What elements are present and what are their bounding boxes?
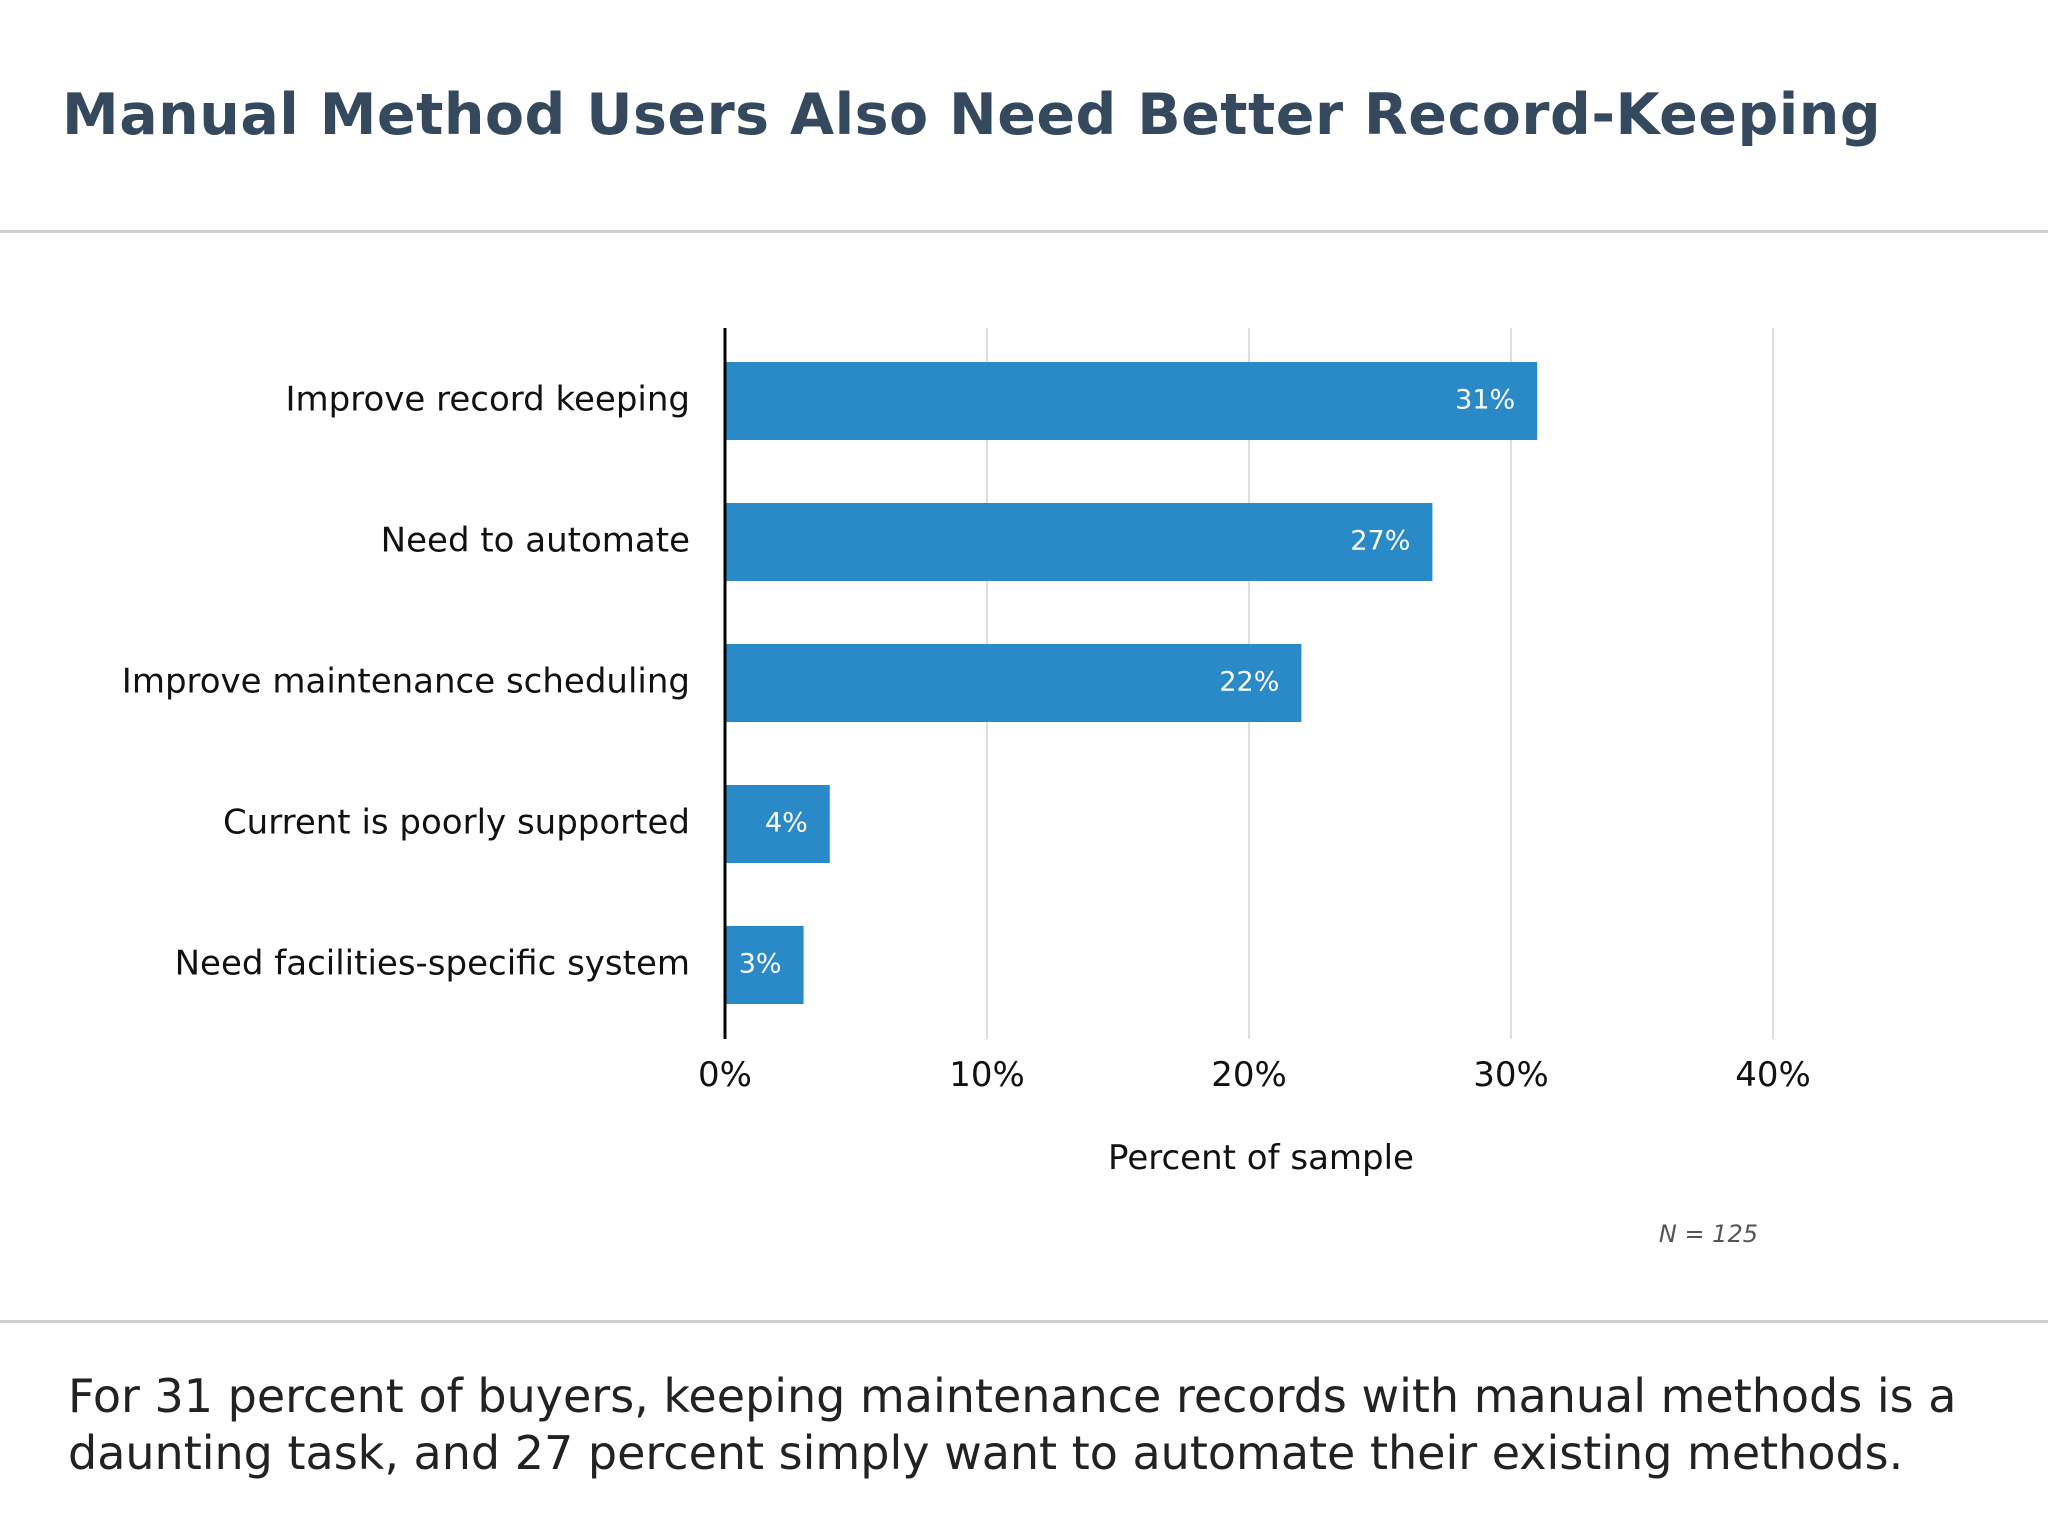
bar-value-label: 4%	[765, 808, 808, 839]
x-tick-label: 40%	[1735, 1055, 1811, 1095]
bar	[725, 362, 1538, 440]
bar	[725, 785, 830, 863]
bar	[725, 644, 1302, 722]
category-labels: Improve record keeping Need to automate Im…	[122, 380, 690, 984]
x-tick-label: 30%	[1473, 1055, 1549, 1095]
x-axis-title: Percent of sample	[1108, 1138, 1414, 1178]
bar-value-label: 27%	[1350, 526, 1410, 557]
bar-value-label: 31%	[1455, 385, 1515, 416]
chart-title: Manual Method Users Also Need Better Rec…	[62, 82, 1882, 148]
summary-caption: For 31 percent of buyers, keeping mainte…	[68, 1369, 1957, 1480]
category-label: Need facilities-specific system	[175, 944, 690, 984]
category-label: Improve maintenance scheduling	[122, 662, 690, 702]
bars: 31% 27% 22% 4% 3%	[725, 362, 1538, 1004]
bar-value-label: 3%	[739, 949, 782, 980]
category-label: Need to automate	[381, 521, 690, 561]
top-divider	[0, 230, 2048, 233]
x-tick-label: 20%	[1211, 1055, 1287, 1095]
category-label: Current is poorly supported	[223, 803, 690, 843]
bar	[725, 926, 804, 1004]
x-tick-label: 10%	[949, 1055, 1025, 1095]
sample-size-note: N = 125	[1659, 1220, 1758, 1248]
bottom-divider	[0, 1320, 2048, 1323]
bar-chart: 31% 27% 22% 4% 3% Improve record keeping Need…	[122, 328, 1811, 1248]
bar-value-label: 22%	[1219, 667, 1279, 698]
category-label: Improve record keeping	[286, 380, 691, 420]
x-tick-labels: 0% 10% 20% 30% 40%	[698, 1055, 1811, 1095]
chart-area: 31% 27% 22% 4% 3% Improve record keeping Need…	[0, 233, 2048, 1320]
x-tick-label: 0%	[698, 1055, 752, 1095]
bar	[725, 503, 1433, 581]
